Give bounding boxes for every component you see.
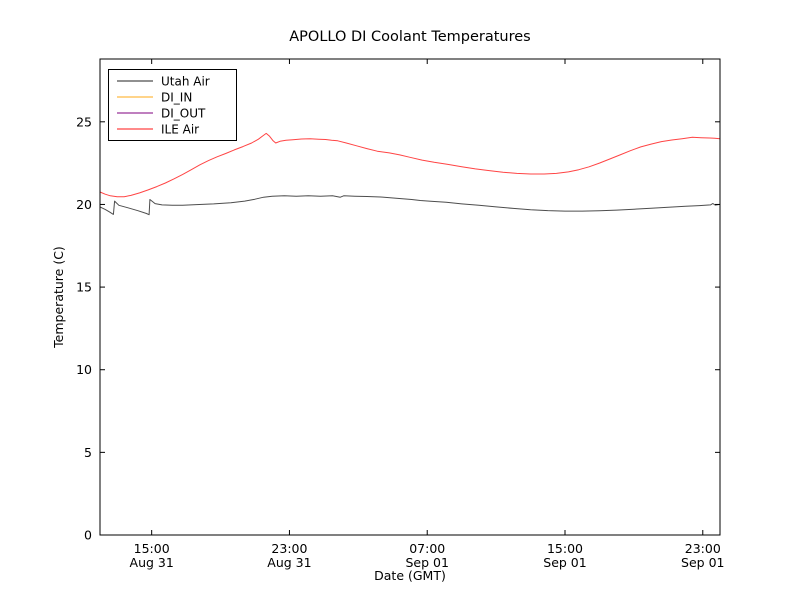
- axes-frame: [99, 58, 721, 536]
- y-tick-label: 0: [84, 528, 92, 543]
- x-tick-time: 15:00: [134, 541, 170, 556]
- legend-label: ILE Air: [161, 123, 199, 137]
- x-tick-date: Sep 01: [543, 555, 586, 570]
- axis-ticks: [100, 59, 720, 536]
- x-tick-date: Sep 01: [405, 555, 448, 570]
- y-tick-label: 25: [76, 114, 92, 129]
- series-line-utah-air: [99, 195, 721, 216]
- x-tick-time: 15:00: [547, 541, 583, 556]
- y-tick-label: 5: [84, 445, 92, 460]
- legend-label: Utah Air: [161, 75, 210, 89]
- legend-label: DI_OUT: [161, 107, 206, 121]
- y-tick-label: 10: [76, 362, 92, 377]
- series-line-ile-air: [99, 132, 721, 198]
- x-tick-date: Aug 31: [130, 555, 174, 570]
- x-tick-time: 23:00: [271, 541, 307, 556]
- x-tick-time: 23:00: [685, 541, 721, 556]
- plot-series: [99, 132, 721, 216]
- x-axis-label: Date (GMT): [374, 568, 446, 583]
- y-axis-label: Temperature (C): [51, 246, 66, 349]
- y-tick-label: 15: [76, 280, 92, 295]
- x-tick-time: 07:00: [409, 541, 445, 556]
- legend: Utah Air DI_IN DI_OUT ILE Air: [108, 69, 237, 141]
- y-tick-labels: 0 5 10 15 20 25: [76, 114, 92, 542]
- x-tick-date: Aug 31: [267, 555, 311, 570]
- x-tick-date: Sep 01: [681, 555, 724, 570]
- y-tick-label: 20: [76, 197, 92, 212]
- legend-label: DI_IN: [161, 91, 192, 105]
- chart-title: APOLLO DI Coolant Temperatures: [289, 29, 530, 45]
